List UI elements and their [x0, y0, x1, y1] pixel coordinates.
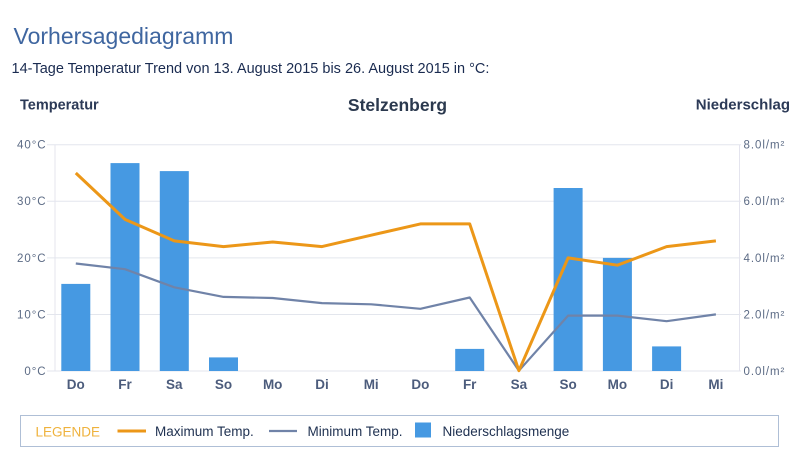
svg-text:40°C: 40°C	[17, 140, 47, 152]
svg-text:6.0l/m²: 6.0l/m²	[744, 196, 786, 208]
svg-text:30°C: 30°C	[17, 196, 47, 208]
svg-text:4.0l/m²: 4.0l/m²	[744, 253, 786, 265]
svg-text:14-Tage Temperatur Trend von 1: 14-Tage Temperatur Trend von 13. August …	[12, 61, 490, 77]
svg-text:Niederschlagsmenge: Niederschlagsmenge	[443, 424, 570, 439]
svg-text:Temperatur: Temperatur	[20, 98, 99, 114]
svg-text:Sa: Sa	[166, 377, 183, 392]
svg-text:Vorhersagediagramm: Vorhersagediagramm	[14, 23, 234, 49]
svg-text:2.0l/m²: 2.0l/m²	[744, 309, 786, 321]
svg-text:So: So	[215, 377, 232, 392]
svg-text:Mi: Mi	[708, 377, 723, 392]
svg-text:0.0l/m²: 0.0l/m²	[744, 366, 786, 378]
svg-text:Stelzenberg: Stelzenberg	[348, 95, 447, 115]
svg-text:LEGENDE: LEGENDE	[36, 425, 101, 440]
svg-text:0°C: 0°C	[24, 366, 46, 378]
svg-text:Mo: Mo	[263, 377, 283, 392]
svg-text:Do: Do	[411, 377, 429, 392]
svg-text:Fr: Fr	[463, 377, 477, 392]
svg-text:Minimum Temp.: Minimum Temp.	[308, 424, 403, 439]
svg-text:Di: Di	[315, 377, 329, 392]
svg-text:Mo: Mo	[608, 377, 628, 392]
svg-text:Di: Di	[660, 377, 674, 392]
svg-text:Do: Do	[67, 377, 85, 392]
svg-text:8.0l/m²: 8.0l/m²	[744, 140, 786, 152]
svg-text:10°C: 10°C	[17, 309, 47, 321]
svg-text:Maximum Temp.: Maximum Temp.	[155, 424, 254, 439]
svg-text:Sa: Sa	[511, 377, 528, 392]
svg-text:Fr: Fr	[118, 377, 132, 392]
svg-text:Mi: Mi	[364, 377, 379, 392]
svg-text:Niederschlag: Niederschlag	[696, 97, 790, 114]
svg-text:20°C: 20°C	[17, 253, 47, 265]
svg-text:So: So	[559, 377, 576, 392]
